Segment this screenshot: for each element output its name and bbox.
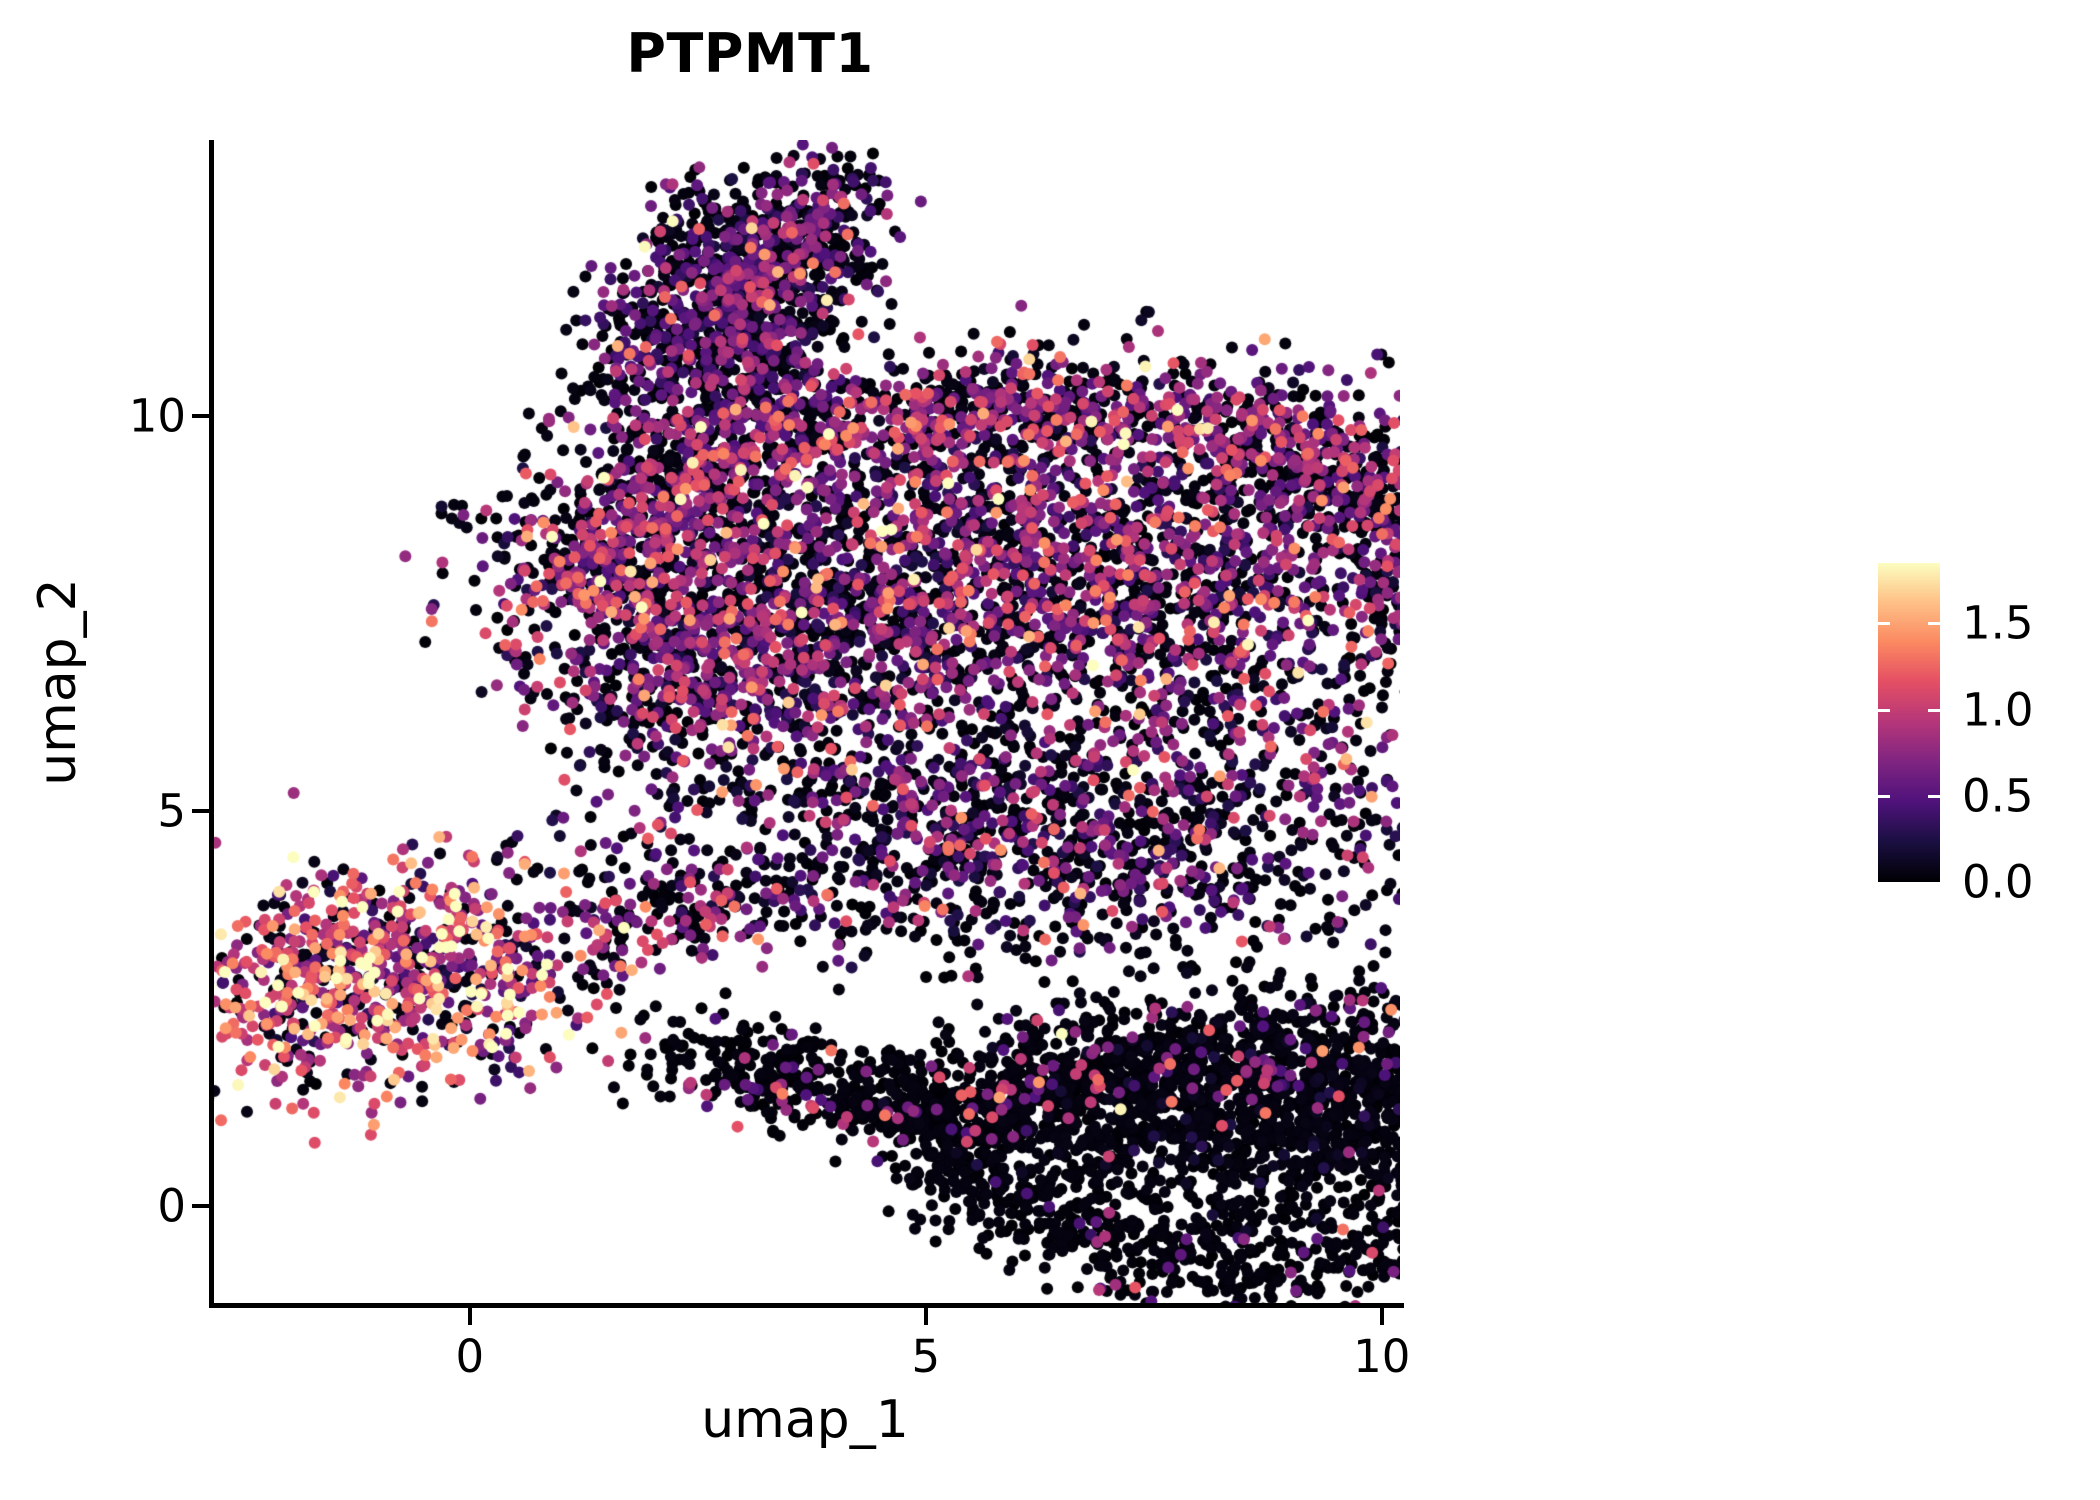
x-tick-mark [1379,1308,1384,1325]
x-tick-mark [467,1308,472,1325]
colorbar-tick-label: 1.5 [1962,596,2034,650]
y-axis-spine [209,140,214,1308]
colorbar-tick-label: 1.0 [1962,683,2034,737]
page-title: PTPMT1 [626,22,874,85]
y-tick-label: 10 [128,389,186,443]
plot-area [210,140,1400,1305]
scatter-plot-canvas [210,140,1400,1305]
colorbar-tick-mark [1928,708,1940,712]
colorbar-tick-label: 0.5 [1962,769,2034,823]
x-axis-label: umap_1 [701,1390,909,1450]
colorbar [1878,563,1940,882]
x-tick-mark [923,1308,928,1325]
x-tick-label: 10 [1353,1330,1411,1383]
colorbar-tick-mark [1878,708,1890,712]
x-tick-label: 0 [455,1330,485,1383]
y-axis-label: umap_2 [28,578,88,786]
y-tick-mark [192,414,209,419]
colorbar-tick-mark [1878,794,1890,798]
y-tick-mark [192,1204,209,1209]
colorbar-tick-label: 0.0 [1962,855,2034,909]
y-tick-label: 5 [157,784,186,838]
colorbar-tick-mark [1878,622,1890,626]
colorbar-tick-mark [1928,622,1940,626]
colorbar-gradient [1878,563,1940,882]
colorbar-tick-mark [1928,794,1940,798]
x-tick-label: 5 [911,1330,941,1383]
y-tick-mark [192,809,209,814]
x-axis-spine [209,1303,1404,1308]
y-tick-label: 0 [157,1179,186,1233]
